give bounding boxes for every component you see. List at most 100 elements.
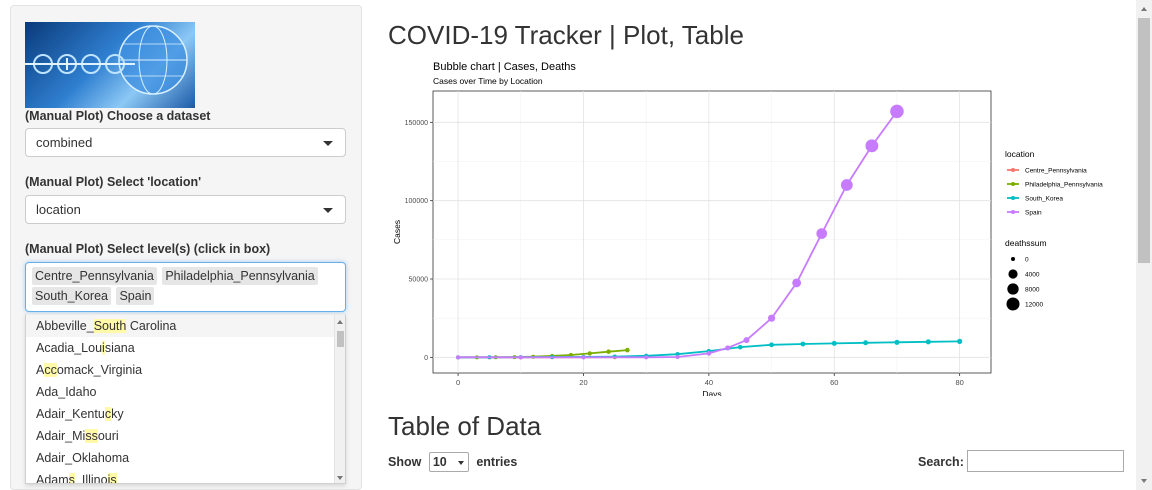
legend-key-point [1011, 168, 1015, 172]
entries-label: entries [476, 455, 518, 469]
dropdown-option[interactable]: Abbeville_South Carolina [26, 315, 345, 337]
x-tick-label: 60 [830, 378, 838, 387]
data-point [767, 314, 776, 322]
data-point [675, 354, 680, 360]
scroll-down-icon[interactable] [337, 476, 343, 480]
option-match: cc [44, 363, 57, 377]
location-label: (Manual Plot) Select 'location' [25, 175, 202, 189]
show-label: Show [388, 455, 422, 469]
chart-subtitle: Cases over Time by Location [433, 76, 543, 86]
data-point [800, 341, 806, 347]
y-axis-label: Cases [392, 220, 402, 244]
option-match: i [102, 341, 105, 355]
size-legend-label: 0 [1025, 257, 1029, 264]
option-text: Ada_Idaho [36, 385, 97, 399]
option-match: ss [85, 429, 98, 443]
option-text: ky [111, 407, 124, 421]
chevron-down-icon [323, 141, 333, 146]
dropdown-option[interactable]: Accomack_Virginia [26, 359, 345, 381]
legend-title-deathssum: deathssum [1005, 238, 1047, 248]
data-point [863, 340, 869, 346]
option-match: South [93, 319, 127, 333]
data-point [737, 344, 743, 350]
option-text: _Illino [74, 473, 108, 484]
page-scrollbar[interactable] [1136, 0, 1152, 490]
globe-logo [25, 22, 195, 108]
selected-level-tag[interactable]: Centre_Pennsylvania [32, 267, 157, 285]
option-text: Adair_Oklahoma [36, 451, 130, 465]
legend-entry-label: Spain [1025, 210, 1042, 217]
data-point [840, 179, 853, 191]
levels-multiselect[interactable]: Centre_Pennsylvania Philadelphia_Pennsyl… [25, 262, 346, 312]
option-match: is [107, 473, 117, 483]
dropdown-scrollbar[interactable] [334, 315, 345, 483]
table-title: Table of Data [388, 411, 542, 441]
option-text: Adair_Mi [36, 429, 86, 443]
selected-level-tag[interactable]: Spain [116, 287, 155, 305]
page-title: COVID-19 Tracker | Plot, Table [388, 20, 744, 50]
data-point [865, 139, 879, 153]
scroll-down-icon[interactable] [1141, 479, 1147, 483]
y-tick-label: 0 [424, 355, 428, 362]
option-text: ouri [97, 429, 119, 443]
legend-key-point [1011, 182, 1015, 186]
dataset-label: (Manual Plot) Choose a dataset [25, 109, 211, 123]
location-select-value: location [36, 202, 81, 217]
series-line [458, 110, 898, 359]
dropdown-option[interactable]: Adair_Kentucky [26, 403, 345, 425]
size-legend-key [1011, 257, 1015, 261]
scroll-up-icon[interactable] [337, 320, 343, 324]
y-tick-label: 100000 [405, 198, 428, 205]
plot-panel [432, 90, 992, 374]
size-legend-label: 4000 [1025, 272, 1040, 279]
search-label: Search: [918, 455, 964, 469]
dataset-select[interactable]: combined [25, 128, 346, 157]
dropdown-scroll-thumb[interactable] [337, 331, 344, 347]
data-point [925, 339, 931, 345]
size-legend-label: 12000 [1025, 302, 1043, 309]
globe-logo-graphic [25, 25, 188, 95]
legend-key-point [1011, 210, 1015, 214]
x-tick-label: 0 [456, 378, 460, 387]
x-tick-label: 20 [579, 378, 587, 387]
entries-select[interactable]: 10 [428, 452, 469, 472]
bubble-chart-svg: Bubble chart | Cases, Deaths Cases over … [392, 61, 1103, 399]
option-match: c [104, 407, 112, 421]
dropdown-option[interactable]: Adair_Missouri [26, 425, 345, 447]
data-point [456, 355, 461, 360]
chart-title: Bubble chart | Cases, Deaths [433, 61, 576, 73]
dropdown-option[interactable]: Adams_Illinois [26, 469, 345, 484]
data-point [587, 351, 592, 356]
dropdown-option[interactable]: Adair_Oklahoma [26, 447, 345, 469]
search-input[interactable] [967, 450, 1124, 472]
x-tick-label: 80 [955, 378, 963, 387]
scroll-up-icon[interactable] [1141, 7, 1147, 11]
levels-dropdown[interactable]: Abbeville_South Carolina Acadia_Louisian… [25, 314, 346, 484]
data-point [581, 355, 586, 360]
option-match: s [68, 473, 75, 483]
data-point [606, 349, 611, 354]
data-point [644, 355, 649, 360]
size-legend-key [1007, 283, 1019, 295]
option-text: Adam [36, 473, 69, 484]
y-tick-label: 50000 [409, 277, 429, 284]
x-tick-label: 40 [705, 378, 713, 387]
data-point [743, 337, 750, 344]
size-legend-key [1008, 269, 1018, 279]
chevron-down-icon [323, 208, 333, 213]
data-point [816, 228, 828, 239]
location-select[interactable]: location [25, 195, 346, 224]
chevron-down-icon [457, 461, 464, 465]
data-point [831, 340, 837, 346]
dataset-select-value: combined [36, 135, 93, 150]
page-scroll-thumb[interactable] [1138, 18, 1150, 263]
selected-level-tag[interactable]: Philadelphia_Pennsylvania [162, 267, 318, 285]
data-point [769, 342, 774, 348]
dropdown-option[interactable]: Acadia_Louisiana [26, 337, 345, 359]
size-legend-key [1006, 297, 1020, 311]
data-point [957, 338, 963, 344]
data-point [894, 339, 900, 345]
selected-level-tag[interactable]: South_Korea [32, 287, 111, 305]
dropdown-option[interactable]: Ada_Idaho [26, 381, 345, 403]
option-text: siana [104, 341, 135, 355]
